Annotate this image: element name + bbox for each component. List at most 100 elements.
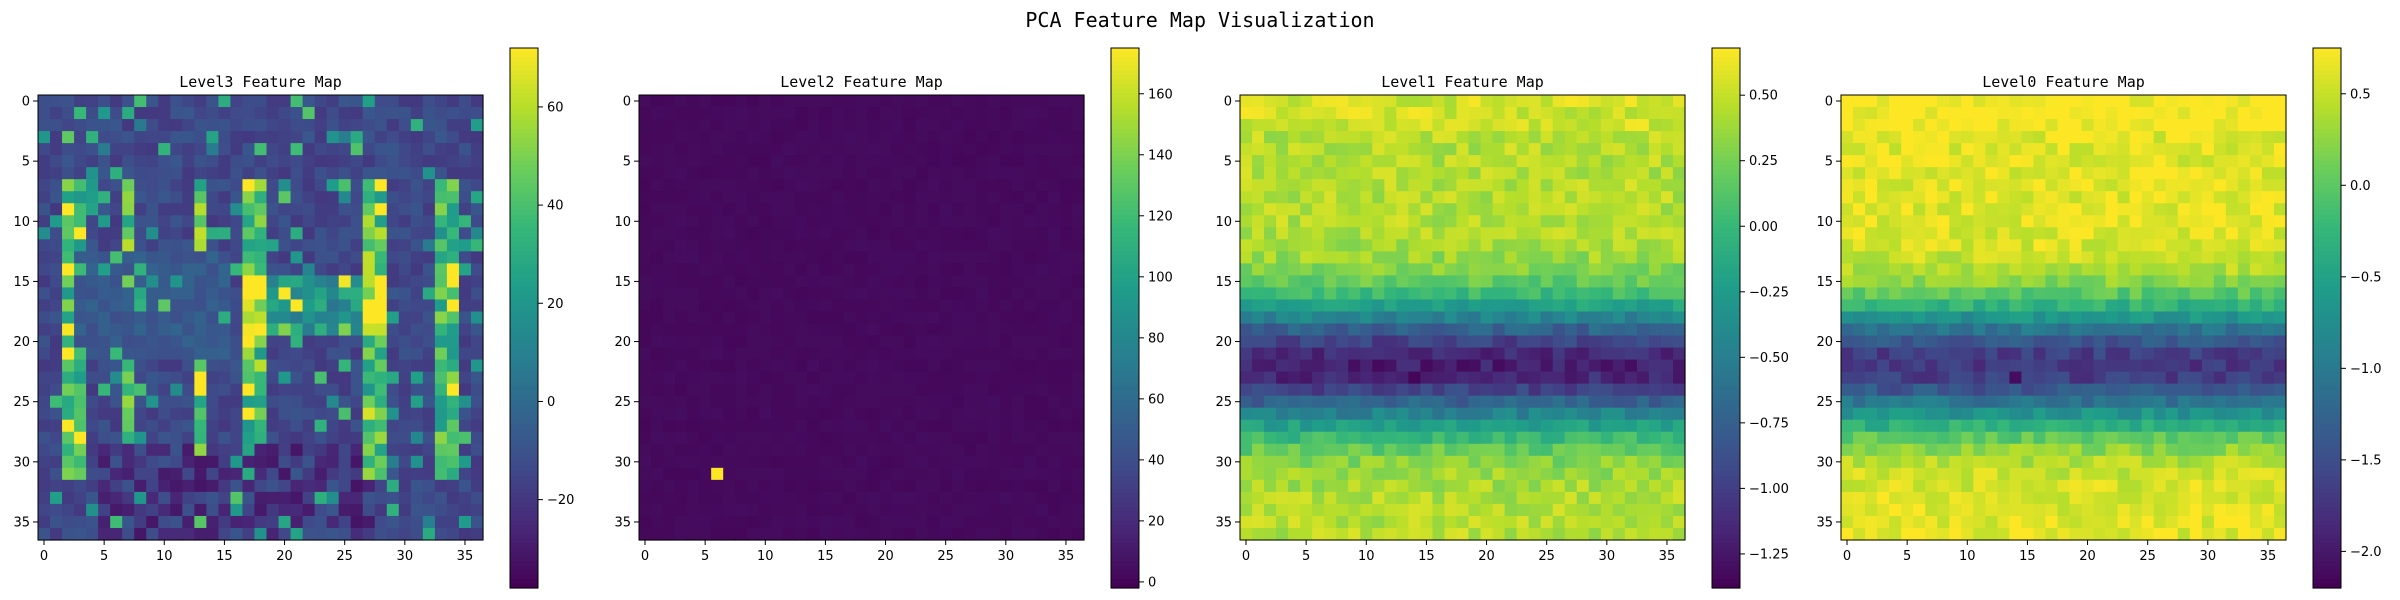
- heatmap-cell: [723, 119, 736, 132]
- colorbar-segment: [1111, 147, 1139, 153]
- heatmap-cell: [711, 239, 724, 252]
- heatmap-cell: [855, 275, 869, 289]
- colorbar-segment: [510, 489, 538, 495]
- heatmap-cell: [807, 275, 821, 289]
- heatmap-cell: [182, 335, 195, 349]
- heatmap-cell: [699, 383, 712, 397]
- heatmap-cell: [470, 431, 484, 445]
- heatmap-cell: [74, 287, 87, 301]
- heatmap-cell: [446, 287, 460, 301]
- heatmap-cell: [987, 323, 1001, 337]
- heatmap-cell: [735, 371, 748, 385]
- heatmap-cell: [687, 479, 700, 493]
- heatmap-cell: [2189, 203, 2203, 216]
- heatmap-cell: [1360, 191, 1373, 204]
- heatmap-cell: [1540, 143, 1554, 156]
- colorbar-segment: [510, 120, 538, 126]
- heatmap-cell: [1660, 479, 1674, 493]
- heatmap-cell: [1023, 263, 1037, 277]
- heatmap-cell: [206, 323, 220, 337]
- heatmap-cell: [2261, 107, 2275, 120]
- heatmap-cell: [1384, 311, 1397, 325]
- colorbar-segment: [1111, 241, 1139, 247]
- heatmap-cell: [1588, 371, 1602, 385]
- heatmap-cell: [278, 359, 292, 373]
- heatmap-cell: [1252, 395, 1265, 409]
- heatmap-cell: [446, 191, 460, 204]
- heatmap-cell: [759, 419, 772, 433]
- heatmap-cell: [1889, 131, 1902, 144]
- heatmap-cell: [1035, 179, 1049, 192]
- heatmap-cell: [386, 143, 400, 156]
- heatmap-cell: [38, 299, 51, 313]
- heatmap-cell: [86, 455, 99, 469]
- heatmap-cell: [939, 383, 953, 397]
- heatmap-cell: [891, 443, 905, 457]
- heatmap-cell: [2165, 107, 2179, 120]
- heatmap-cell: [146, 119, 159, 132]
- heatmap-cell: [290, 491, 304, 505]
- heatmap-cell: [1420, 419, 1434, 433]
- colorbar-segment: [1111, 394, 1139, 400]
- heatmap-cell: [1276, 299, 1289, 313]
- heatmap-cell: [1276, 95, 1289, 108]
- heatmap-cell: [338, 263, 352, 277]
- heatmap-cell: [687, 179, 700, 192]
- heatmap-cell: [915, 383, 929, 397]
- heatmap-cell: [350, 167, 364, 180]
- colorbar-segment: [1712, 444, 1740, 450]
- heatmap-cell: [134, 299, 147, 313]
- heatmap-cell: [903, 311, 917, 325]
- heatmap-cell: [326, 227, 340, 240]
- heatmap-cell: [975, 203, 989, 216]
- heatmap-cell: [723, 95, 736, 108]
- heatmap-cell: [446, 251, 460, 264]
- heatmap-cell: [1071, 227, 1085, 240]
- heatmap-cell: [290, 95, 304, 108]
- heatmap-cell: [1384, 227, 1397, 240]
- heatmap-cell: [86, 119, 99, 132]
- heatmap-cell: [434, 479, 448, 493]
- heatmap-cell: [446, 335, 460, 349]
- heatmap-cell: [326, 179, 340, 192]
- heatmap-cell: [1300, 455, 1313, 469]
- heatmap-cell: [170, 287, 183, 301]
- heatmap-cell: [891, 95, 905, 108]
- x-tick-label: 35: [457, 549, 474, 564]
- heatmap-cell: [1600, 467, 1614, 481]
- colorbar-segment: [1111, 214, 1139, 220]
- heatmap-cell: [771, 311, 784, 325]
- heatmap-cell: [939, 347, 953, 361]
- heatmap-cell: [62, 227, 75, 240]
- heatmap-cell: [110, 359, 123, 373]
- heatmap-cell: [1516, 143, 1530, 156]
- heatmap-cell: [2093, 119, 2107, 132]
- heatmap-cell: [927, 131, 941, 144]
- colorbar-segment: [510, 322, 538, 328]
- heatmap-cell: [843, 131, 857, 144]
- heatmap-cell: [50, 347, 63, 361]
- heatmap-cell: [867, 383, 881, 397]
- heatmap-cell: [1564, 251, 1578, 264]
- heatmap-cell: [242, 311, 256, 325]
- colorbar-segment: [510, 52, 538, 58]
- heatmap-cell: [1240, 203, 1253, 216]
- heatmap-cell: [1660, 131, 1674, 144]
- heatmap-cell: [819, 203, 833, 216]
- heatmap-cell: [1348, 191, 1361, 204]
- heatmap-cell: [747, 323, 760, 337]
- heatmap-cell: [783, 143, 796, 156]
- heatmap-cell: [939, 299, 953, 313]
- heatmap-cell: [374, 467, 388, 481]
- heatmap-cell: [1348, 347, 1361, 361]
- heatmap-cell: [2033, 131, 2047, 144]
- colorbar-segment: [1712, 165, 1740, 171]
- colorbar-segment: [1111, 529, 1139, 535]
- colorbar-segment: [510, 579, 538, 585]
- heatmap-cell: [711, 347, 724, 361]
- heatmap-cell: [230, 407, 244, 421]
- heatmap-cell: [206, 491, 220, 505]
- heatmap-cell: [1492, 311, 1506, 325]
- heatmap-cell: [891, 419, 905, 433]
- heatmap-cell: [1913, 203, 1926, 216]
